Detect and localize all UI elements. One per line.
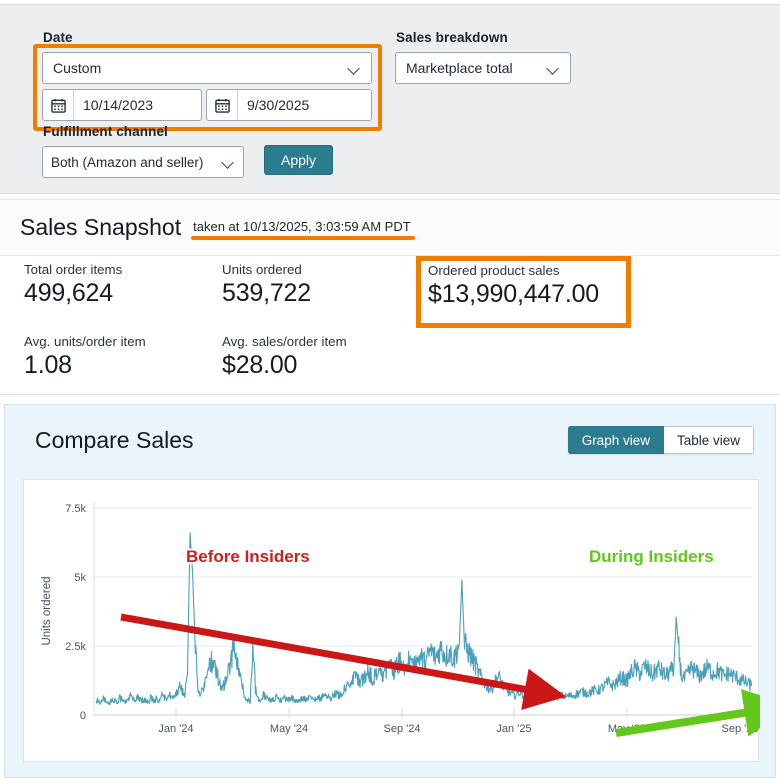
sales-breakdown-label: Sales breakdown xyxy=(396,30,508,45)
start-date-value[interactable]: 10/14/2023 xyxy=(83,97,154,113)
annotation-label-during-insiders: During Insiders xyxy=(589,547,714,566)
sales-breakdown-value: Marketplace total xyxy=(406,60,513,76)
y-tick-label: 2.5k xyxy=(65,641,86,653)
series-line-units-ordered xyxy=(95,532,753,706)
metric-total-order-items: Total order items 499,624 xyxy=(24,262,122,308)
chevron-down-icon xyxy=(348,62,361,75)
y-tick-label: 7.5k xyxy=(65,503,86,515)
snapshot-title: Sales Snapshot xyxy=(20,214,182,240)
annotation-during-insiders: During Insiders xyxy=(587,545,715,567)
chart-y-tick-labels: 7.5k 5k 2.5k 0 xyxy=(65,503,86,722)
tab-table-view[interactable]: Table view xyxy=(663,426,754,454)
calendar-icon[interactable] xyxy=(207,90,238,120)
date-preset-value: Custom xyxy=(53,60,102,76)
date-preset-select[interactable]: Custom xyxy=(42,52,372,84)
start-date-input[interactable]: 10/14/2023 xyxy=(42,89,202,121)
metric-label: Ordered product sales xyxy=(428,263,560,278)
annotation-before-insiders: Before Insiders xyxy=(184,545,311,567)
metric-ordered-product-sales: Ordered product sales $13,990,447.00 xyxy=(428,263,599,309)
x-tick-label: Sep '24 xyxy=(384,723,421,735)
timestamp-underline-highlight xyxy=(191,236,415,240)
snapshot-timestamp-text: taken at 10/13/2025, 3:03:59 AM PDT xyxy=(193,219,411,234)
metric-label: Avg. sales/order item xyxy=(222,334,347,349)
fulfillment-channel-value: Both (Amazon and seller) xyxy=(51,154,204,170)
metric-units-ordered: Units ordered 539,722 xyxy=(222,262,311,308)
snapshot-header: Sales Snapshot taken at 10/13/2025, 3:03… xyxy=(0,200,780,256)
y-tick-label: 5k xyxy=(74,572,86,584)
annotation-arrow-growing xyxy=(615,689,760,737)
metric-avg-sales-per-order-item: Avg. sales/order item $28.00 xyxy=(222,334,347,380)
snapshot-timestamp: taken at 10/13/2025, 3:03:59 AM PDT xyxy=(191,219,415,240)
chart-x-ticks xyxy=(175,708,741,718)
sales-snapshot-section: Sales Snapshot taken at 10/13/2025, 3:03… xyxy=(0,199,780,395)
tab-graph-view[interactable]: Graph view xyxy=(567,426,664,454)
metric-value: $28.00 xyxy=(222,351,298,379)
chevron-down-icon xyxy=(547,62,560,75)
metric-value: 1.08 xyxy=(24,351,72,379)
annotation-arrow-declining xyxy=(120,613,567,710)
x-tick-label: Jan '25 xyxy=(496,723,531,735)
x-tick-label: Sep '25 xyxy=(722,723,759,735)
chart-gridlines xyxy=(94,507,752,647)
fulfillment-channel-select[interactable]: Both (Amazon and seller) xyxy=(42,146,244,178)
metric-label: Units ordered xyxy=(222,262,302,277)
end-date-value[interactable]: 9/30/2025 xyxy=(247,97,310,113)
metric-value: $13,990,447.00 xyxy=(428,280,599,308)
units-ordered-line-chart: 7.5k 5k 2.5k 0 Units ordered J xyxy=(41,502,760,737)
end-date-input[interactable]: 9/30/2025 xyxy=(206,89,372,121)
compare-sales-title: Compare Sales xyxy=(35,427,194,453)
compare-sales-panel: Compare Sales Graph view Table view xyxy=(4,404,776,778)
chart-card: 7.5k 5k 2.5k 0 Units ordered J xyxy=(23,479,760,762)
apply-button[interactable]: Apply xyxy=(264,145,333,175)
metric-label: Avg. units/order item xyxy=(24,334,146,349)
date-filter-label: Date xyxy=(43,30,73,45)
metric-value: 499,624 xyxy=(24,279,113,307)
metric-avg-units-per-order-item: Avg. units/order item 1.08 xyxy=(24,334,146,380)
view-toggle-group: Graph view Table view xyxy=(567,426,754,454)
y-axis-title: Units ordered xyxy=(41,576,53,645)
y-tick-label: 0 xyxy=(80,710,86,722)
filter-bar: Date Custom 10/14/2023 xyxy=(0,4,780,194)
x-tick-label: May '24 xyxy=(270,723,308,735)
calendar-icon[interactable] xyxy=(43,90,74,120)
sales-breakdown-select[interactable]: Marketplace total xyxy=(395,52,571,84)
metric-label: Total order items xyxy=(24,262,123,277)
annotation-label-before-insiders: Before Insiders xyxy=(186,547,310,566)
fulfillment-channel-label: Fulfillment channel xyxy=(43,124,168,139)
chevron-down-icon xyxy=(222,156,235,169)
x-tick-label: Jan '24 xyxy=(158,723,193,735)
metric-value: 539,722 xyxy=(222,279,311,307)
